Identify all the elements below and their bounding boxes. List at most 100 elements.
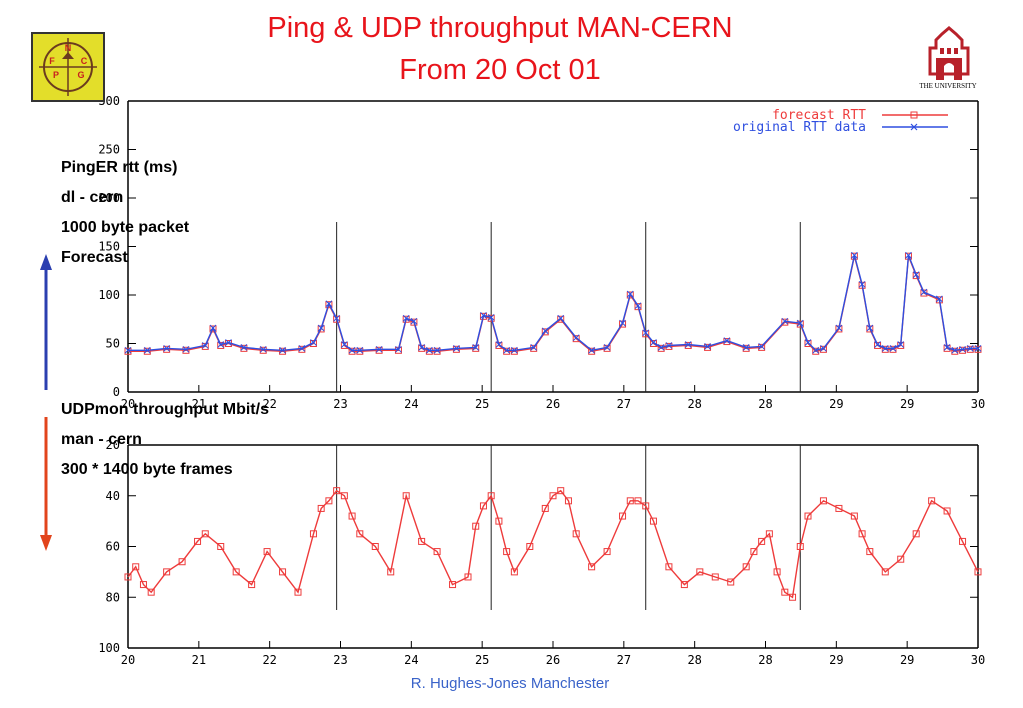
udp-point-0-70 xyxy=(943,507,951,515)
rtt-point-0-57 xyxy=(850,252,858,260)
rtt-point-0-18 xyxy=(356,347,364,355)
rtt-point-1-29 xyxy=(487,313,495,321)
rtt-point-1-44 xyxy=(657,344,665,351)
udp-point-0-34 xyxy=(526,543,534,550)
rtt-point-1-69 xyxy=(951,346,959,354)
rtt-point-1-46 xyxy=(684,341,692,348)
udp-point-0-63 xyxy=(850,512,858,520)
udp-point-0-31 xyxy=(495,517,503,525)
rtt-point-1-31 xyxy=(503,346,510,354)
rtt-point-1-72 xyxy=(974,344,982,352)
rtt-ytick-label-50: 50 xyxy=(106,337,120,351)
rtt-point-1-71 xyxy=(966,344,974,352)
rtt-xtick-label-0: 20 xyxy=(121,397,135,411)
udp-point-0-20 xyxy=(356,530,364,538)
rtt-point-1-36 xyxy=(572,334,580,342)
rtt-point-1-17 xyxy=(348,346,356,354)
logo-letter-n: N xyxy=(65,43,72,53)
legend-forecast-marker xyxy=(910,111,918,119)
udp-point-0-62 xyxy=(835,504,843,512)
rtt-point-1-10 xyxy=(279,346,286,354)
rtt-xtick-label-11: 29 xyxy=(900,397,914,411)
rtt-point-0-35 xyxy=(557,315,565,323)
udp-point-0-47 xyxy=(665,563,673,571)
rtt-point-1-37 xyxy=(588,346,595,354)
udp-point-0-52 xyxy=(742,563,750,571)
rtt-point-1-38 xyxy=(603,344,611,351)
udp-point-0-40 xyxy=(588,563,596,571)
rtt-point-0-36 xyxy=(572,335,580,343)
udp-point-0-46 xyxy=(649,517,657,525)
rtt-point-1-9 xyxy=(259,345,267,353)
legend: forecast RTT original RTT data xyxy=(733,108,948,135)
udp-xtick-label-6: 26 xyxy=(546,653,560,667)
udp-point-0-27 xyxy=(464,573,472,581)
rtt-point-1-0 xyxy=(124,346,132,354)
rtt-point-1-65 xyxy=(912,271,920,278)
rtt-point-1-5 xyxy=(209,324,217,332)
udp-point-0-36 xyxy=(549,492,557,500)
rtt-point-1-22 xyxy=(410,317,418,325)
udp-point-0-29 xyxy=(479,502,487,510)
rtt-point-0-41 xyxy=(634,303,642,311)
rtt-xtick-label-8: 28 xyxy=(687,397,701,411)
rtt-point-1-30 xyxy=(495,341,503,348)
udp-point-0-58 xyxy=(789,593,797,601)
ping-note-2: dl - cern xyxy=(61,189,124,206)
udp-point-0-41 xyxy=(603,548,611,556)
rtt-point-1-53 xyxy=(804,339,812,346)
rtt-point-0-15 xyxy=(333,315,341,323)
rtt-point-1-33 xyxy=(530,344,538,351)
rtt-point-1-13 xyxy=(317,324,325,332)
rtt-point-1-54 xyxy=(812,346,820,354)
down-arrow xyxy=(40,417,52,551)
rtt-point-1-56 xyxy=(835,324,843,332)
up-arrow xyxy=(40,254,52,390)
rtt-point-0-17 xyxy=(348,347,356,355)
udp-ytick-label-80: 80 xyxy=(106,590,120,604)
rtt-point-0-53 xyxy=(804,340,812,347)
rtt-point-1-20 xyxy=(395,345,402,353)
udp-point-0-25 xyxy=(433,548,441,556)
udp-point-0-56 xyxy=(773,568,781,576)
footer-author: R. Hughes-Jones Manchester xyxy=(410,675,610,692)
rtt-ytick-label-250: 250 xyxy=(98,143,120,157)
rtt-point-1-19 xyxy=(375,345,383,353)
udp-point-0-8 xyxy=(217,543,225,550)
udp-ytick-label-100: 100 xyxy=(98,641,120,655)
udp-point-0-59 xyxy=(796,543,804,550)
udp-point-0-37 xyxy=(557,487,565,495)
slide-title: Ping & UDP throughput MAN-CERN xyxy=(267,12,733,44)
rtt-point-1-11 xyxy=(298,344,306,352)
rtt-point-1-58 xyxy=(858,280,866,288)
udp-point-0-68 xyxy=(912,530,920,538)
udp-point-0-13 xyxy=(294,588,302,596)
rtt-point-1-12 xyxy=(310,339,317,346)
udp-xtick-label-2: 22 xyxy=(262,653,276,667)
logo-letter-f: F xyxy=(49,56,55,66)
udp-point-0-28 xyxy=(472,522,480,530)
rtt-point-1-25 xyxy=(433,346,441,354)
rtt-point-1-32 xyxy=(511,346,518,354)
rtt-xtick-label-12: 30 xyxy=(971,397,985,411)
rtt-point-0-61 xyxy=(881,345,889,353)
udp-point-0-2 xyxy=(139,581,147,589)
udp-ytick-label-40: 40 xyxy=(106,489,120,503)
udp-point-0-16 xyxy=(325,497,333,505)
rtt-xtick-label-1: 21 xyxy=(192,397,206,411)
rtt-point-0-31 xyxy=(503,347,511,355)
udp-point-0-67 xyxy=(897,555,905,563)
udp-point-0-26 xyxy=(449,581,457,589)
rtt-point-1-57 xyxy=(851,251,858,259)
rtt-point-0-47 xyxy=(704,343,712,351)
rtt-xtick-label-7: 27 xyxy=(617,397,631,411)
rtt-point-1-21 xyxy=(402,314,410,322)
rtt-xtick-label-5: 25 xyxy=(475,397,489,411)
logo-letter-p: P xyxy=(53,70,59,80)
rtt-point-0-65 xyxy=(912,272,920,280)
udp-point-0-69 xyxy=(928,497,936,505)
rtt-point-1-48 xyxy=(723,337,731,344)
rtt-point-1-50 xyxy=(758,343,765,350)
rtt-point-0-52 xyxy=(796,320,804,328)
